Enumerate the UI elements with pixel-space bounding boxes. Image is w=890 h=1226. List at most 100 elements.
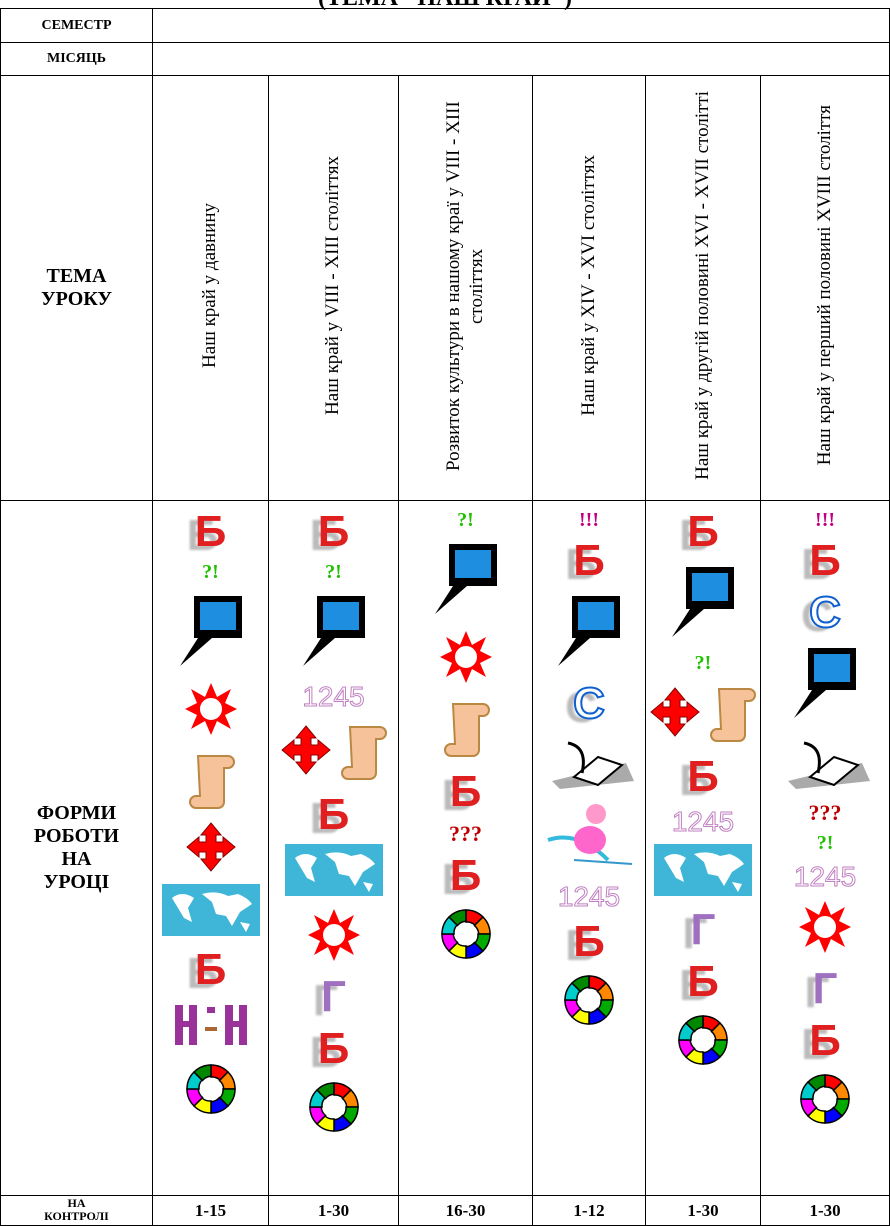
icon-shape [443, 703, 490, 757]
icon-shape [799, 901, 852, 953]
icon-shape [654, 844, 752, 896]
forms-pair [280, 719, 388, 786]
icon-shape [710, 688, 756, 742]
form-symbol: 1245 [557, 881, 621, 913]
topic: Наш край у XIV - XVI століттях [577, 155, 599, 416]
icon-shape [452, 644, 479, 670]
icon-shape [182, 1021, 189, 1027]
icon-shape [564, 975, 614, 1025]
icon-shape [672, 567, 734, 637]
form-icon [161, 884, 260, 941]
form-symbol: Б [687, 752, 719, 801]
icon-shape [672, 609, 704, 637]
form-symbol: ?! [816, 832, 834, 854]
row-label: СЕМЕСТР [0, 8, 153, 43]
icon-shape [340, 726, 387, 780]
control-cell: 1-30 [645, 1195, 761, 1226]
icon-shape [788, 741, 871, 789]
control-cell: 1-12 [532, 1195, 646, 1226]
icon-shape [710, 688, 756, 742]
form-icon [797, 899, 853, 960]
icon-shape [440, 909, 491, 959]
icon-shape [650, 687, 700, 737]
forms-cell: !!! Б С????! 1245 Г Б [759, 500, 890, 1196]
icon-shape [188, 755, 235, 809]
forms-column: Б?! Б 1245 Г Б [646, 501, 760, 1074]
label-text: НА КОНТРОЛІ [44, 1195, 109, 1224]
form-icon [183, 681, 239, 742]
icon-shape [188, 755, 235, 809]
icon-shape [192, 1064, 212, 1082]
icon-shape [664, 852, 744, 892]
form-symbol: Г [690, 905, 716, 954]
icon-shape [578, 602, 614, 630]
form-icon [654, 844, 752, 901]
form-symbol: ?! [325, 561, 342, 583]
icon-shape [439, 631, 492, 683]
icon-shape [570, 975, 590, 993]
form-icon [554, 590, 624, 675]
icon-shape [552, 741, 634, 789]
icon-shape [302, 638, 335, 666]
row-label: ФОРМИ РОБОТИ НА УРОЦІ [0, 500, 153, 1196]
icon-shape [443, 703, 490, 757]
icon-shape [238, 1005, 247, 1045]
form-symbol: ?! [457, 509, 474, 531]
icon-shape [800, 1074, 850, 1124]
form-symbol: Б [317, 790, 350, 839]
icon-shape [573, 859, 633, 865]
form-symbol: 1245 [793, 861, 857, 893]
forms-cell: !!! Б С 1245 Б [532, 500, 646, 1196]
form-icon [796, 1070, 854, 1133]
form-icon [280, 724, 332, 781]
form-symbol: Б [449, 767, 482, 816]
topic: Наш край у VIII - XIII століттях [322, 156, 344, 415]
icon-shape [812, 914, 839, 940]
form-icon [185, 821, 237, 878]
form-icon [707, 681, 757, 748]
icon-shape [315, 1082, 335, 1100]
title: (ТЕМА "НАШ КРАЙ") [0, 0, 890, 10]
form-symbol: С [572, 679, 606, 728]
form-icon [560, 971, 618, 1034]
icon-shape [567, 741, 585, 774]
icon-shape [320, 922, 347, 948]
cell [151, 8, 890, 43]
form-icon [182, 1060, 240, 1123]
form-icon [438, 629, 494, 690]
icon-shape [185, 822, 236, 872]
icon-shape [197, 696, 224, 722]
control-cell: 1-15 [152, 1195, 269, 1226]
icon-shape [684, 1015, 704, 1033]
form-symbol: Б [317, 1024, 350, 1073]
forms-cell: ?! Б??? Б [398, 500, 533, 1196]
topic: Наш край у другій половині XVI - XVII ст… [691, 91, 713, 480]
row-label: НА КОНТРОЛІ [0, 1195, 153, 1226]
icon-shape [174, 1005, 183, 1045]
label-text: ТЕМА УРОКУ [40, 265, 113, 310]
icon-shape [161, 884, 260, 936]
icon-shape [564, 975, 614, 1025]
icon-shape [692, 573, 728, 601]
form-symbol: Б [449, 851, 482, 900]
form-icon [437, 905, 495, 968]
topic-cell: Наш край у другій половині XVI - XVII ст… [645, 75, 761, 501]
form-symbol: Г [812, 964, 838, 1013]
topic-cell: Наш край у XIV - XVI століттях [532, 75, 646, 501]
forms-column: ?! Б??? Б [399, 501, 532, 968]
form-symbol: !!! [815, 509, 836, 531]
cell [151, 42, 890, 76]
icon-shape [174, 1005, 247, 1045]
topic: Розвиток культури в нашому краї у VIII -… [442, 100, 487, 471]
icon-shape [803, 741, 821, 774]
forms-cell: Б?! 1245 Б Г Б [268, 500, 399, 1196]
form-symbol: 1245 [671, 806, 735, 838]
icon-shape [571, 755, 625, 787]
icon-shape [232, 1021, 239, 1027]
icon-shape [808, 755, 861, 787]
forms-pair [649, 681, 757, 748]
form-icon [790, 642, 860, 727]
row-label: МІСЯЦЬ [0, 42, 153, 76]
form-symbol: Б [687, 507, 719, 556]
